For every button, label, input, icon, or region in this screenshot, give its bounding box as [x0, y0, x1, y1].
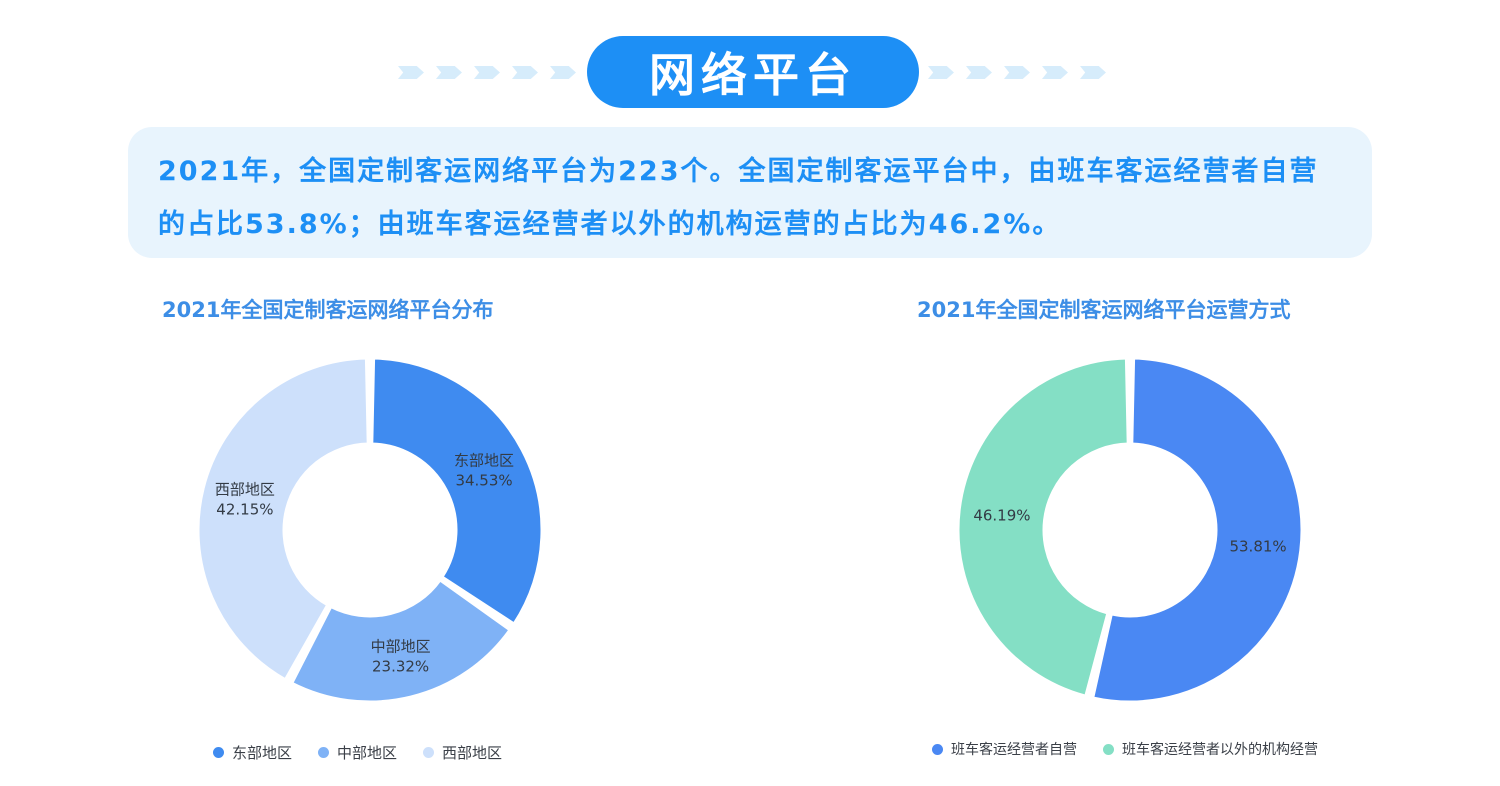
- legend-item[interactable]: 班车客运经营者自营: [932, 739, 1077, 759]
- legend-swatch: [318, 747, 330, 758]
- legend-label: 西部地区: [442, 744, 503, 762]
- legend-swatch: [213, 747, 224, 758]
- slice-value-label: 53.81%: [1229, 537, 1286, 555]
- legend-distribution: 东部地区 中部地区 西部地区: [213, 742, 528, 763]
- arrow-decoration: [550, 66, 576, 79]
- arrow-decoration: [966, 66, 992, 79]
- legend-item[interactable]: 班车客运经营者以外的机构经营: [1103, 739, 1318, 759]
- donut-slice[interactable]: [956, 356, 1130, 698]
- legend-item[interactable]: 西部地区: [423, 742, 502, 763]
- arrow-decoration: [1004, 66, 1030, 79]
- slice-name-label: 中部地区: [371, 637, 431, 655]
- chart-title-distribution: 2021年全国定制客运网络平台分布: [162, 298, 494, 322]
- arrow-decoration: [436, 66, 462, 79]
- legend-operation: 班车客运经营者自营 班车客运经营者以外的机构经营: [932, 739, 1344, 759]
- legend-label: 班车客运经营者自营: [951, 742, 1077, 758]
- legend-swatch: [932, 743, 943, 755]
- arrow-decoration: [1042, 66, 1068, 79]
- donut-slice[interactable]: [290, 578, 512, 704]
- arrow-decoration: [474, 66, 500, 79]
- arrow-decoration: [512, 66, 538, 79]
- donut-slice[interactable]: [370, 356, 544, 626]
- legend-label: 中部地区: [337, 744, 398, 762]
- slice-value-label: 23.32%: [372, 657, 429, 675]
- arrow-decoration: [398, 66, 424, 79]
- legend-swatch: [423, 747, 435, 758]
- summary-text: 2021年，全国定制客运网络平台为223个。全国定制客运平台中，由班车客运经营者…: [128, 127, 1372, 258]
- legend-label: 班车客运经营者以外的机构经营: [1122, 742, 1318, 758]
- slice-name-label: 西部地区: [215, 481, 275, 499]
- arrow-decoration: [1080, 66, 1106, 79]
- legend-label: 东部地区: [232, 744, 293, 762]
- page-title: 网络平台: [587, 36, 919, 108]
- donut-chart-distribution: 东部地区 34.53% 中部地区 23.32% 西部地区 42.15%: [196, 356, 544, 704]
- chart-title-operation: 2021年全国定制客运网络平台运营方式: [917, 298, 1291, 322]
- legend-swatch: [1103, 743, 1114, 755]
- header-left-arrows: [398, 66, 576, 79]
- donut-slice[interactable]: [1091, 356, 1304, 704]
- arrow-decoration: [928, 66, 954, 79]
- legend-item[interactable]: 东部地区: [213, 742, 292, 763]
- legend-item[interactable]: 中部地区: [318, 742, 397, 763]
- header-right-arrows: [928, 66, 1106, 79]
- header: 网络平台: [0, 36, 1500, 108]
- slice-name-label: 东部地区: [454, 452, 514, 470]
- donut-slice[interactable]: [196, 356, 370, 682]
- slice-value-label: 34.53%: [455, 472, 512, 490]
- slice-value-label: 42.15%: [216, 501, 273, 519]
- donut-chart-operation: 53.81% 46.19%: [956, 356, 1304, 704]
- slice-value-label: 46.19%: [973, 507, 1030, 525]
